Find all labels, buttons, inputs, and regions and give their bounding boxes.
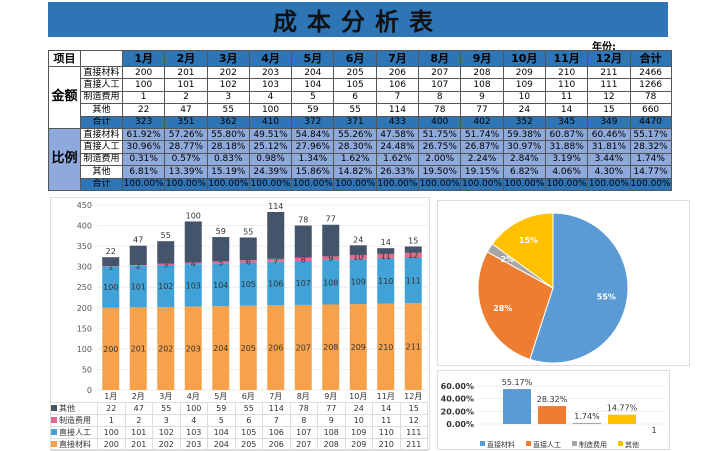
pie-label: 55% xyxy=(597,292,616,301)
pie-label: 15% xyxy=(519,236,538,245)
x-tick-label: 1 xyxy=(651,426,656,435)
y-tick-label: 60.00% xyxy=(441,382,474,391)
legend-label: 直接材料 xyxy=(487,440,515,449)
ratio-bar xyxy=(538,406,566,424)
ratio-bar-label: 1.74% xyxy=(574,412,600,421)
ratio-bar xyxy=(608,415,636,424)
legend-swatch xyxy=(572,441,577,446)
legend-label: 直接人工 xyxy=(533,440,561,449)
ratio-bar-label: 28.32% xyxy=(537,395,568,404)
ratio-bar xyxy=(503,389,531,424)
legend-swatch xyxy=(526,441,531,446)
ratio-bar-label: 14.77% xyxy=(607,404,638,413)
legend-label: 其他 xyxy=(625,440,639,449)
y-tick-label: 40.00% xyxy=(441,395,474,404)
ratio-bar xyxy=(573,423,601,424)
y-tick-label: 0.00% xyxy=(446,420,474,429)
y-tick-label: 20.00% xyxy=(441,407,474,416)
legend-swatch xyxy=(618,441,623,446)
legend-label: 制造费用 xyxy=(579,440,607,449)
pie-label: 28% xyxy=(493,304,512,313)
legend-swatch xyxy=(480,441,485,446)
ratio-bar-label: 55.17% xyxy=(502,378,533,387)
